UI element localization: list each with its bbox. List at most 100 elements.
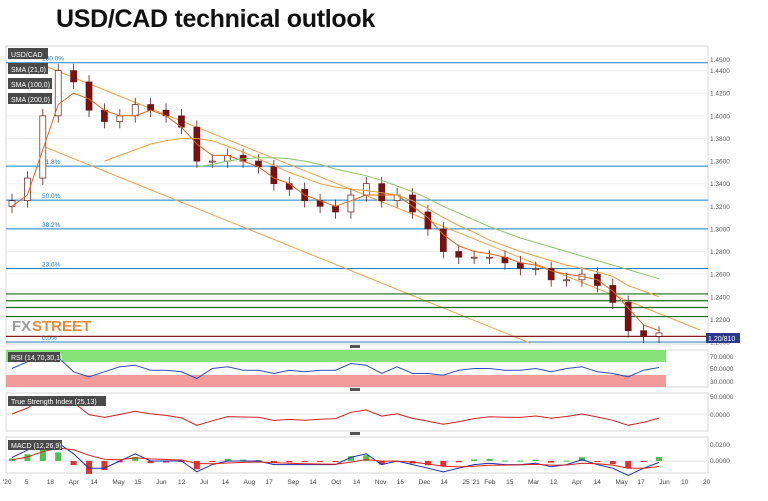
price-tick-6: 1.3400	[710, 181, 730, 188]
macd-bar-42	[656, 456, 662, 461]
time-tick-18: 16	[397, 479, 405, 486]
candle-5	[85, 81, 93, 111]
tsi-panel[interactable]	[5, 392, 709, 432]
price-axis: 1.4500 1.4400 1.4200 1.4000 1.3800 1.3600 1.34…	[710, 57, 730, 347]
candle-29	[455, 251, 463, 258]
watermark-fx: FX	[12, 318, 31, 335]
macd-bar-14	[224, 459, 231, 461]
macd-bar-35	[548, 461, 555, 463]
macd-bar-31	[486, 458, 493, 461]
price-tick-8: 1.3000	[710, 226, 730, 233]
macd-tick-0: 0.0000	[710, 458, 730, 465]
macd-bar-38	[594, 461, 601, 462]
candle-4	[70, 70, 77, 83]
macd-bar-33	[517, 460, 524, 462]
macd-bar-22	[347, 456, 354, 461]
time-tick-8: 12	[178, 479, 186, 486]
macd-panel[interactable]	[5, 436, 709, 474]
time-tick-16: 14	[353, 479, 361, 486]
time-tick-29: 17	[637, 479, 645, 486]
time-tick-17: Nov	[375, 479, 387, 486]
price-tick-5: 1.3600	[710, 159, 730, 166]
rsi-oversold-zone	[6, 375, 666, 387]
macd-bar-21	[332, 461, 339, 462]
candle-36	[563, 279, 570, 282]
price-tick-12: 1.2200	[710, 317, 730, 324]
macd-bar-9	[147, 461, 154, 464]
panel-resize-handle-3[interactable]	[350, 432, 360, 435]
macd-bar-4	[70, 461, 77, 466]
macd-bar-10	[163, 461, 170, 463]
watermark-street: STREET	[32, 318, 91, 335]
macd-bar-6	[101, 461, 108, 471]
macd-label: MACD (12,26,9)	[11, 443, 62, 450]
time-tick-19: Dec	[419, 479, 431, 486]
price-tick-2: 1.4200	[710, 91, 730, 98]
time-tick-25: 12	[550, 479, 558, 486]
candle-6	[101, 109, 108, 122]
macd-bar-29	[455, 461, 462, 463]
legend-sma21: SMA (21,0)	[11, 67, 46, 74]
time-tick-22: Feb	[484, 479, 496, 486]
macd-bar-27	[424, 461, 431, 466]
price-tick-1: 1.4400	[710, 68, 730, 75]
macd-signal-line	[11, 447, 660, 469]
time-tick-6: 15	[134, 479, 142, 486]
candle-8	[131, 104, 139, 117]
main-price-panel[interactable]	[5, 45, 709, 345]
time-tick-32: 20	[703, 479, 711, 486]
macd-bar-39	[609, 461, 616, 465]
macd-bar-40	[625, 461, 632, 469]
tsi-tick-0: 0.0000	[710, 412, 730, 419]
time-tick-30: Jun	[659, 479, 670, 486]
time-tick-24: Mar	[528, 479, 540, 486]
rsi-overbought-zone	[6, 350, 666, 362]
candle-42	[655, 332, 663, 337]
candle-28	[439, 228, 447, 252]
macd-tick-002: 0.0200	[710, 442, 730, 449]
time-tick-13: Sep	[287, 479, 299, 486]
macd-bar-18	[286, 461, 293, 463]
sma100-line	[104, 138, 660, 298]
candle-31	[486, 256, 493, 259]
time-tick-15: Oct	[331, 479, 341, 486]
panel-resize-handle-1[interactable]	[350, 345, 360, 348]
legend-sma100: SMA (100,0)	[11, 82, 50, 89]
candle-23	[362, 183, 370, 196]
rsi-label: RSI (14,70,30,1)	[11, 355, 62, 362]
time-tick-3: Apr	[69, 479, 80, 486]
candle-7	[116, 115, 124, 122]
fib-label-3: 38.2%	[42, 222, 61, 229]
fib-label-2: 50.0%	[42, 193, 61, 200]
panel-resize-handle-2[interactable]	[350, 388, 360, 391]
candle-41	[640, 330, 647, 337]
time-tick-10: 14	[222, 479, 230, 486]
macd-bar-19	[301, 461, 308, 462]
moving-averages	[11, 92, 660, 332]
candle-40	[624, 302, 632, 332]
rsi-tick-50: 50.0000	[710, 366, 734, 373]
macd-bar-32	[501, 460, 508, 462]
rsi-tick-70: 70.0000	[710, 354, 734, 361]
tsi-label: True Strength Index (25,13)	[11, 399, 97, 406]
page-title: USD/CAD technical outlook	[56, 5, 375, 33]
time-tick-11: Aug	[244, 479, 256, 486]
macd-bar-5	[86, 461, 93, 474]
fxstreet-watermark: FX STREET	[12, 318, 91, 335]
candle-33	[517, 262, 524, 269]
price-tick-11: 1.2400	[710, 294, 730, 301]
time-tick-23: 15	[506, 479, 514, 486]
time-tick-7: Jun	[156, 479, 167, 486]
price-tick-10: 1.2600	[710, 272, 730, 279]
candle-17	[270, 166, 278, 185]
price-tick-7: 1.3200	[710, 204, 730, 211]
time-tick-21: 25 '21	[462, 479, 480, 486]
candle-1	[24, 177, 31, 202]
tsi-line	[11, 398, 660, 426]
price-tick-4: 1.3800	[710, 136, 730, 143]
fib-label-4: 23.6%	[42, 262, 61, 269]
sma200-line	[196, 157, 660, 280]
support-levels	[6, 293, 708, 337]
macd-bar-41	[640, 461, 647, 462]
